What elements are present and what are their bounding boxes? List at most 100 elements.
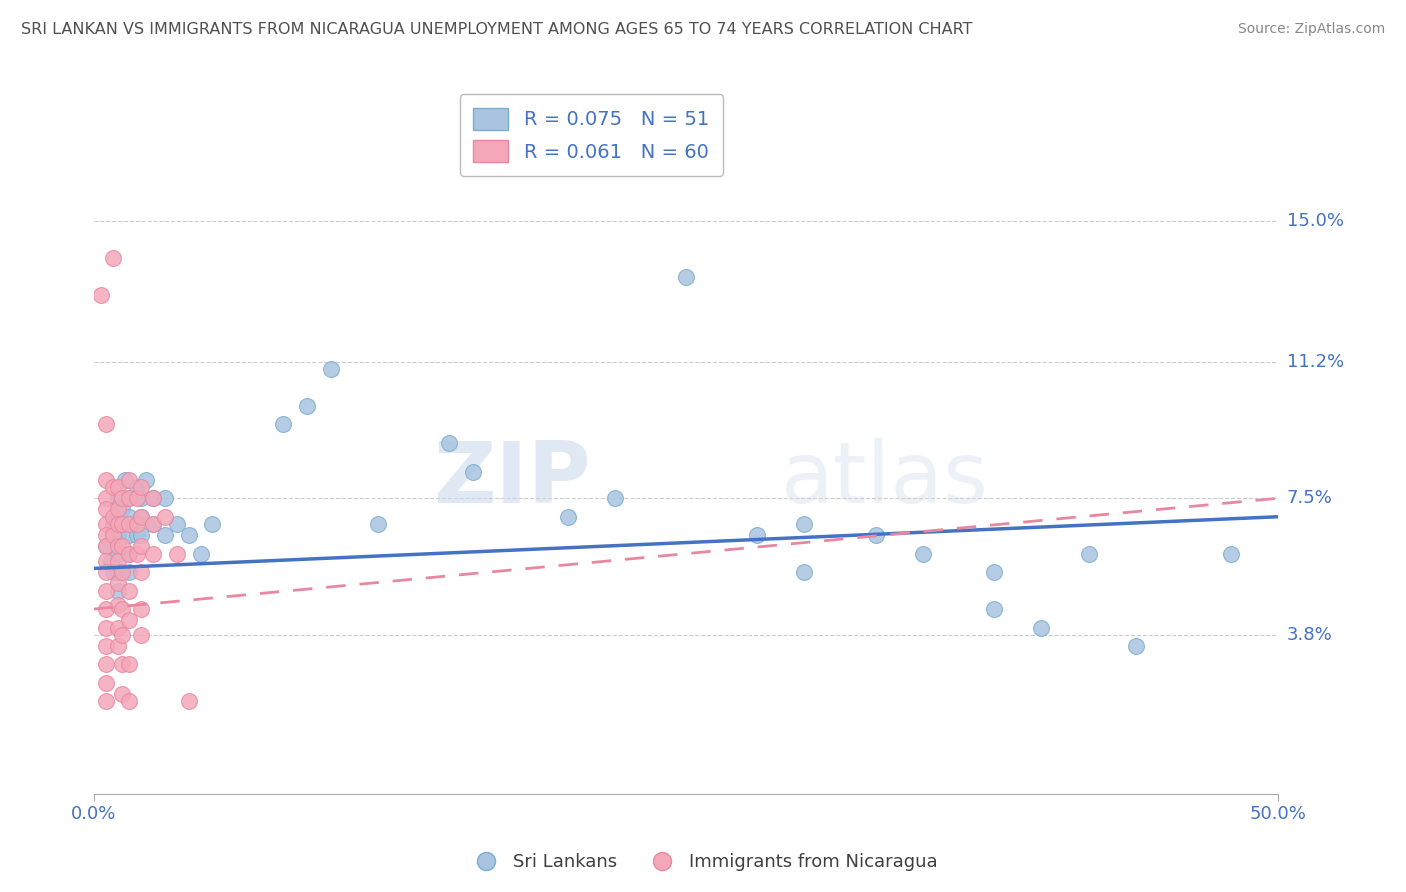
Point <box>114 473 136 487</box>
Text: 11.2%: 11.2% <box>1286 352 1344 371</box>
Legend: R = 0.075   N = 51, R = 0.061   N = 60: R = 0.075 N = 51, R = 0.061 N = 60 <box>460 94 723 176</box>
Text: 3.8%: 3.8% <box>1286 626 1333 644</box>
Point <box>118 657 141 672</box>
Point <box>101 252 124 266</box>
Point <box>153 509 176 524</box>
Point <box>273 417 295 432</box>
Point <box>793 565 815 579</box>
Point <box>107 554 129 568</box>
Point <box>111 502 134 516</box>
Point <box>94 694 117 708</box>
Point <box>100 554 122 568</box>
Point <box>111 517 134 532</box>
Point <box>166 547 188 561</box>
Point <box>101 565 124 579</box>
Point <box>111 602 134 616</box>
Point <box>107 565 129 579</box>
Point <box>1125 639 1147 653</box>
Point <box>111 628 134 642</box>
Point <box>94 639 117 653</box>
Point <box>94 554 117 568</box>
Point <box>118 517 141 532</box>
Point <box>111 517 134 532</box>
Point <box>118 491 141 506</box>
Point <box>177 528 200 542</box>
Point <box>153 491 176 506</box>
Point <box>101 480 124 494</box>
Point <box>125 491 148 506</box>
Text: Source: ZipAtlas.com: Source: ZipAtlas.com <box>1237 22 1385 37</box>
Point <box>101 528 124 542</box>
Point <box>94 565 117 579</box>
Point <box>107 639 129 653</box>
Text: ZIP: ZIP <box>433 438 592 521</box>
Point <box>125 480 148 494</box>
Point <box>118 613 141 627</box>
Point <box>118 694 141 708</box>
Point <box>94 491 117 506</box>
Point <box>94 517 117 532</box>
Point <box>94 602 117 616</box>
Point <box>94 528 117 542</box>
Text: 7.5%: 7.5% <box>1286 490 1333 508</box>
Point <box>94 657 117 672</box>
Point <box>94 539 117 553</box>
Point <box>865 528 887 542</box>
Point <box>142 547 165 561</box>
Point <box>142 517 165 532</box>
Point <box>129 602 152 616</box>
Point <box>1031 620 1053 634</box>
Point <box>125 517 148 532</box>
Point <box>129 491 152 506</box>
Point <box>793 517 815 532</box>
Point <box>603 491 626 506</box>
Point <box>129 480 152 494</box>
Text: SRI LANKAN VS IMMIGRANTS FROM NICARAGUA UNEMPLOYMENT AMONG AGES 65 TO 74 YEARS C: SRI LANKAN VS IMMIGRANTS FROM NICARAGUA … <box>21 22 973 37</box>
Point <box>129 509 152 524</box>
Point <box>166 517 188 532</box>
Point <box>111 539 134 553</box>
Point <box>129 509 152 524</box>
Point <box>107 528 129 542</box>
Point <box>107 620 129 634</box>
Point <box>201 517 224 532</box>
Point <box>118 491 141 506</box>
Point <box>111 491 134 506</box>
Point <box>367 517 389 532</box>
Point <box>94 539 117 553</box>
Point <box>135 473 157 487</box>
Text: 15.0%: 15.0% <box>1286 212 1344 230</box>
Point <box>107 517 129 532</box>
Point <box>94 473 117 487</box>
Point <box>1219 547 1241 561</box>
Text: atlas: atlas <box>780 438 988 521</box>
Point <box>118 547 141 561</box>
Point <box>319 362 342 376</box>
Point <box>111 657 134 672</box>
Point <box>118 547 141 561</box>
Point <box>90 288 112 302</box>
Point <box>745 528 768 542</box>
Point <box>94 417 117 432</box>
Point <box>107 576 129 591</box>
Point <box>101 509 124 524</box>
Point <box>129 539 152 553</box>
Point <box>94 676 117 690</box>
Point <box>911 547 934 561</box>
Point <box>190 547 212 561</box>
Point <box>557 509 579 524</box>
Point <box>94 583 117 598</box>
Point <box>1077 547 1099 561</box>
Point <box>129 528 152 542</box>
Point <box>125 547 148 561</box>
Point <box>437 435 460 450</box>
Point <box>111 565 134 579</box>
Point <box>142 491 165 506</box>
Point <box>118 583 141 598</box>
Point <box>111 687 134 701</box>
Point <box>94 502 117 516</box>
Point <box>142 491 165 506</box>
Point <box>94 620 117 634</box>
Point <box>107 547 129 561</box>
Point <box>107 583 129 598</box>
